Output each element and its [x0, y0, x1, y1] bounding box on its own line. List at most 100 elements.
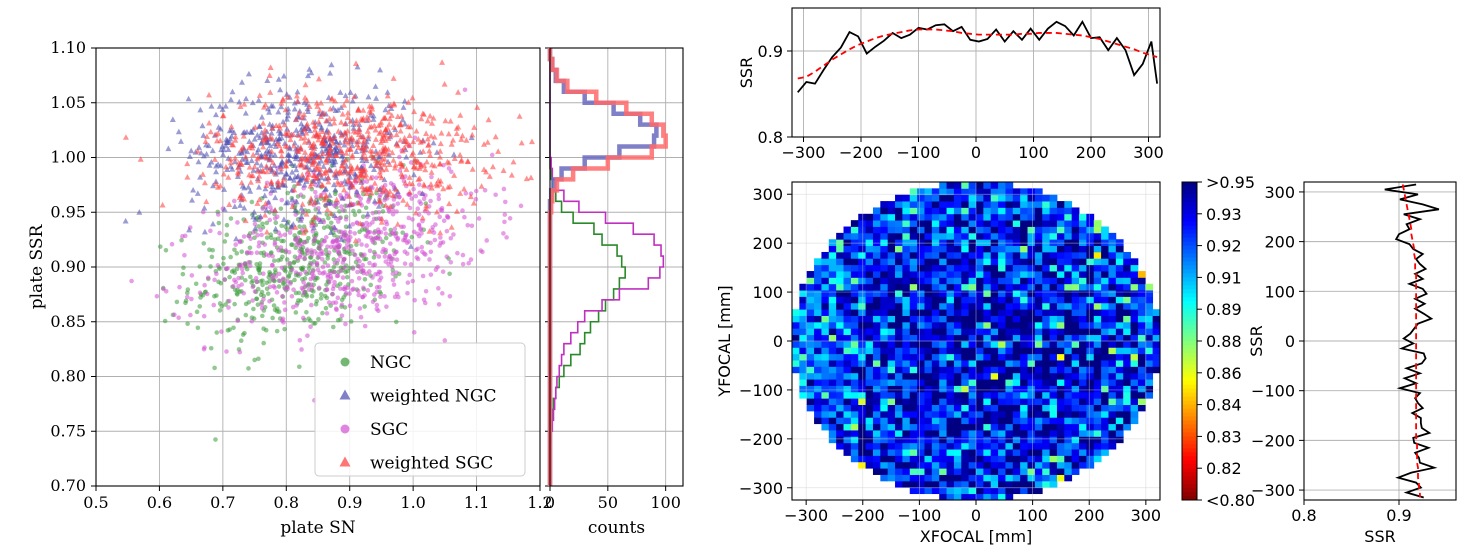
scatter-point-sgc [388, 241, 393, 246]
heatmap-cell [1034, 391, 1043, 399]
heatmap-cell [843, 442, 852, 450]
heatmap-cell [939, 188, 947, 196]
heatmap-cell [865, 353, 874, 361]
heatmap-cell [1005, 315, 1014, 323]
heatmap-cell [865, 213, 874, 221]
heatmap-cell [1079, 245, 1087, 253]
heatmap-cell [1064, 258, 1073, 266]
heatmap-cell [814, 385, 822, 393]
heatmap-cell [843, 366, 852, 374]
scatter-point-weighted-ngc [292, 155, 299, 162]
heatmap-cell [998, 328, 1006, 336]
heatmap-cell [976, 182, 984, 189]
heatmap-cell [1108, 372, 1117, 380]
heatmap-cell [939, 213, 947, 221]
heatmap-cell [895, 480, 903, 488]
heatmap-cell [1115, 353, 1124, 361]
heatmap-cell [902, 442, 911, 450]
heatmap-cell [976, 417, 984, 425]
heatmap-cell [1101, 277, 1109, 285]
scatter-point-sgc [339, 313, 345, 318]
scatter-point-weighted-sgc [352, 60, 359, 67]
heat-xtick-label: 300 [1131, 506, 1162, 525]
heatmap-cell [1049, 385, 1058, 393]
heatmap-cell [1137, 353, 1146, 361]
scatter-point-weighted-ngc [194, 190, 201, 196]
scatter-point-sgc [169, 241, 175, 247]
scatter-point-sgc [280, 293, 285, 299]
scatter-point-weighted-sgc [317, 113, 324, 120]
scatter-point-weighted-sgc [271, 169, 278, 176]
heatmap-cell [1079, 232, 1087, 240]
heatmap-cell [821, 366, 830, 374]
heatmap-cell [983, 334, 992, 342]
scatter-point-weighted-sgc [314, 103, 321, 109]
heatmap-cell [1145, 360, 1154, 367]
heatmap-cell [821, 372, 830, 380]
heatmap-cell [872, 220, 881, 227]
heatmap-cell [1071, 220, 1080, 227]
heatmap-cell [931, 315, 940, 323]
scatter-point-weighted-sgc [122, 134, 129, 140]
heatmap-cell [1064, 226, 1073, 234]
scatter-point-weighted-sgc [427, 112, 434, 119]
heatmap-cell [1042, 309, 1050, 316]
scatter-point-weighted-sgc [429, 161, 436, 168]
scatter-point-sgc [355, 256, 360, 262]
heatmap-cell [895, 239, 903, 246]
heatmap-cell [939, 341, 947, 348]
heatmap-cell [850, 404, 859, 412]
heatmap-cell [998, 493, 1006, 501]
heatmap-cell [1079, 379, 1087, 386]
colorbar-swatch [1182, 496, 1197, 501]
heatmap-cell [850, 277, 859, 285]
scatter-point-sgc [382, 294, 387, 299]
scatter-point-weighted-sgc [256, 92, 263, 98]
heatmap-cell [1064, 341, 1073, 348]
heatmap-cell [998, 353, 1006, 361]
heatmap-cell [1123, 366, 1131, 374]
heatmap-cell [990, 232, 999, 240]
heatmap-cell [872, 258, 881, 266]
scatter-point-sgc [241, 234, 247, 239]
heatmap-cell [998, 194, 1006, 202]
heatmap-cell [909, 461, 918, 469]
heatmap-cell [998, 290, 1006, 297]
heatmap-cell [976, 461, 984, 469]
histogram-frame [549, 47, 684, 487]
scatter-point-weighted-sgc [323, 156, 330, 162]
heatmap-cell [895, 213, 903, 221]
scatter-point-sgc [212, 277, 217, 283]
heatmap-cell [1012, 461, 1021, 469]
scatter-point-weighted-sgc [338, 147, 345, 154]
heatmap-cell [909, 239, 918, 246]
heatmap-cell [1093, 315, 1102, 323]
heatmap-cell [1042, 213, 1050, 221]
heatmap-cell [1042, 232, 1050, 240]
heatmap-cell [1049, 372, 1058, 380]
scatter-point-weighted-sgc [319, 182, 326, 189]
heatmap-cell [1056, 213, 1065, 221]
heatmap-cell [1101, 360, 1109, 367]
heatmap-cell [1049, 391, 1058, 399]
scatter-point-sgc [258, 227, 263, 233]
heatmap-cell [946, 232, 955, 240]
heatmap-cell [1005, 372, 1014, 380]
heatmap-cell [1056, 347, 1065, 355]
heatmap-cell [909, 417, 918, 425]
heatmap-cell [909, 423, 918, 431]
heatmap-cell [1049, 309, 1058, 316]
scatter-point-sgc [330, 300, 336, 306]
heatmap-cell [946, 442, 955, 450]
colorbar-swatch [1182, 193, 1197, 199]
scatter-point-weighted-sgc [362, 173, 369, 180]
heatmap-cell [1012, 194, 1021, 202]
heatmap-cell [909, 455, 918, 463]
heatmap-cell [961, 461, 970, 469]
heatmap-cell [1093, 271, 1102, 278]
heatmap-cell [1145, 379, 1154, 386]
scatter-point-weighted-ngc [228, 133, 235, 139]
scatter-point-weighted-ngc [201, 228, 208, 235]
heatmap-cell [983, 188, 992, 196]
scatter-point-sgc [316, 285, 322, 291]
